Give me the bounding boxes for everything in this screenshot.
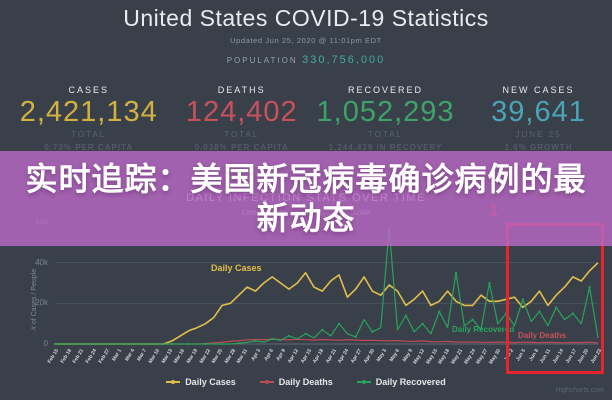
y-tick-20k: 20k	[35, 298, 48, 307]
recovered-marker	[187, 342, 190, 346]
series-label-daily-deaths: Daily Deaths	[518, 331, 567, 340]
recovered-marker	[87, 342, 90, 346]
stat-counters: CASES 2,421,134 TOTAL 0.73% PER CAPITA D…	[0, 85, 612, 152]
legend-label-daily-deaths: Daily Deaths	[278, 377, 333, 387]
stat-recovered-value: 1,052,293	[316, 96, 455, 128]
header: United States COVID-19 Statistics Update…	[0, 5, 612, 68]
stat-cases-value: 2,421,134	[19, 96, 158, 128]
stat-new-cases-caption: JUNE 25	[515, 130, 562, 139]
recovered-marker	[170, 342, 174, 346]
population-label: POPULATION	[226, 56, 298, 65]
stat-new-cases-value: 39,641	[491, 96, 586, 128]
headline-text-line2: 新动态	[256, 199, 356, 236]
recovered-marker	[471, 318, 474, 321]
recovered-marker	[254, 339, 257, 342]
recovered-marker	[287, 334, 290, 337]
recovered-marker	[204, 342, 207, 346]
recovered-marker	[321, 328, 324, 331]
updated-timestamp: Updated Jun 25, 2020 @ 11:01pm EDT	[230, 36, 382, 45]
recovered-marker	[337, 322, 341, 325]
stat-recovered: RECOVERED 1,052,293 TOTAL 1,244,439 IN R…	[306, 85, 465, 152]
recovered-marker	[304, 332, 307, 335]
stat-new-cases: NEW CASES 39,641 JUNE 25 1.6% GROWTH	[465, 85, 612, 152]
recovered-marker	[371, 330, 374, 333]
stat-cases-caption: TOTAL	[71, 130, 107, 139]
stat-deaths-label: DEATHS	[217, 85, 266, 95]
recovered-marker	[438, 310, 441, 313]
stat-recovered-label: RECOVERED	[348, 85, 424, 95]
recovered-marker	[421, 322, 424, 325]
chart-legend: Daily Cases Daily Deaths Daily Recovered	[0, 377, 612, 387]
recovered-marker	[555, 306, 558, 309]
recovered-marker	[354, 335, 357, 338]
recovered-marker	[53, 342, 57, 346]
recovered-marker	[120, 342, 123, 346]
legend-item-daily-deaths[interactable]: Daily Deaths	[259, 377, 333, 387]
headline-text-line1: 实时追踪：美国新冠病毒确诊病例的最	[25, 160, 587, 197]
stat-deaths-caption: TOTAL	[224, 130, 260, 139]
recovered-marker	[104, 342, 107, 346]
legend-label-daily-cases: Daily Cases	[185, 377, 236, 387]
legend-label-daily-recovered: Daily Recovered	[375, 377, 446, 387]
series-label-daily-cases: Daily Cases	[211, 263, 262, 273]
recovered-marker	[237, 342, 240, 345]
y-axis-title: # of Cases / People	[31, 268, 38, 330]
recovered-marker	[271, 337, 274, 340]
daily-cases-line-icon	[166, 380, 181, 384]
recovered-marker	[154, 342, 157, 346]
stat-deaths: DEATHS 124,402 TOTAL 0.038% PER CAPITA	[177, 85, 306, 152]
stat-new-cases-label: NEW CASES	[502, 85, 575, 95]
y-tick-0: 0	[43, 339, 48, 348]
stat-recovered-caption: TOTAL	[368, 130, 404, 139]
population-value: 330,756,000	[302, 54, 386, 66]
legend-item-daily-recovered[interactable]: Daily Recovered	[356, 377, 446, 387]
legend-item-daily-cases[interactable]: Daily Cases	[166, 377, 236, 387]
stat-cases-label: CASES	[68, 85, 109, 95]
recovered-marker	[454, 271, 458, 274]
y-tick-40k: 40k	[35, 258, 48, 267]
recovered-marker	[571, 312, 575, 315]
recovered-marker	[221, 342, 224, 346]
highcharts-credit[interactable]: Highcharts.com	[555, 387, 604, 394]
recovered-marker	[70, 342, 73, 346]
series-label-daily-recovered: Daily Recovered	[452, 325, 515, 334]
stat-new-cases-sub: 1.6% GROWTH	[504, 143, 573, 152]
recovered-marker	[137, 342, 140, 346]
recovered-marker	[488, 281, 491, 285]
stat-cases: CASES 2,421,134 TOTAL 0.73% PER CAPITA	[0, 85, 177, 152]
headline-banner: 实时追踪：美国新冠病毒确诊病例的最 新动态	[0, 151, 612, 246]
daily-deaths-line-icon	[259, 380, 274, 384]
stat-cases-sub: 0.73% PER CAPITA	[44, 143, 134, 152]
recovered-marker	[538, 310, 541, 313]
recovered-marker	[521, 298, 524, 301]
population-row: POPULATION 330,756,000	[0, 50, 612, 68]
page-title: United States COVID-19 Statistics	[123, 5, 489, 31]
stat-deaths-sub: 0.038% PER CAPITA	[194, 143, 289, 152]
recovered-marker	[404, 314, 407, 317]
recovered-marker	[588, 286, 591, 289]
daily-recovered-line-icon	[356, 380, 371, 384]
stat-deaths-value: 124,402	[185, 96, 298, 128]
stat-recovered-sub: 1,244,439 IN RECOVERY	[328, 143, 443, 152]
